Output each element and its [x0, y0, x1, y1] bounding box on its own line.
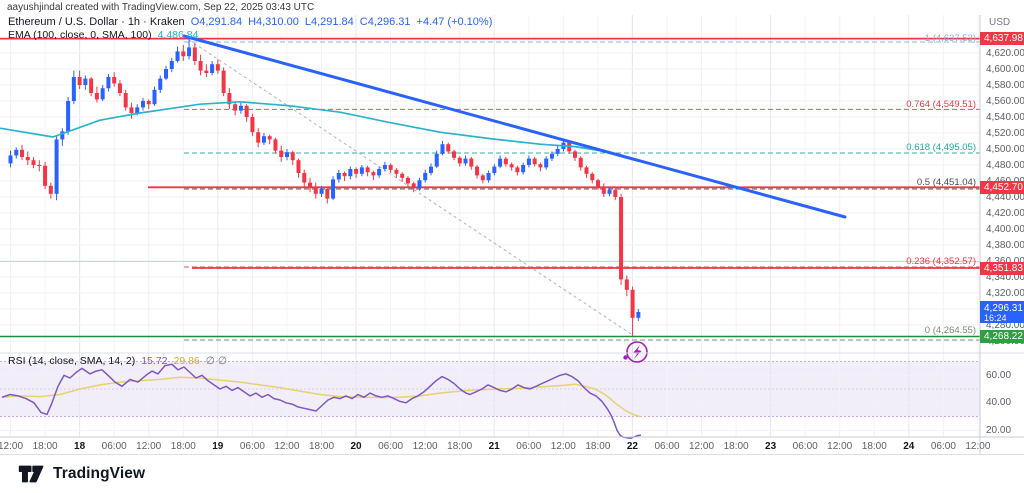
trendline-drawing[interactable] — [182, 34, 847, 219]
time-tick-label: 12:00 — [965, 441, 991, 452]
time-tick-label: 06:00 — [792, 441, 818, 452]
time-tick-label: 23 — [765, 441, 777, 452]
price-tick-label: 4,480.00 — [986, 159, 1024, 171]
time-tick-label: 18 — [74, 441, 86, 452]
time-tick-label: 19 — [212, 441, 224, 452]
price-tick-label: 4,500.00 — [986, 143, 1024, 155]
time-tick-label: 18:00 — [723, 441, 749, 452]
price-tag: 4,452.70 — [980, 180, 1024, 194]
price-change: +4.47 (+0.10%) — [416, 16, 493, 28]
time-tick-label: 18:00 — [585, 441, 611, 452]
tradingview-logo-icon[interactable] — [18, 464, 45, 484]
rsi-hidden-values: ∅ ∅ — [205, 355, 227, 367]
candlesticks[interactable] — [8, 39, 641, 337]
time-tick-label: 12:00 — [827, 441, 853, 452]
time-tick-label: 21 — [488, 441, 500, 452]
tradingview-wordmark[interactable]: TradingView — [53, 465, 146, 482]
price-tick-label: 4,620.00 — [986, 47, 1024, 59]
rsi-line[interactable] — [1, 363, 642, 439]
rsi-tick-label: 40.00 — [986, 397, 1012, 409]
time-tick-label: 18:00 — [308, 441, 335, 452]
time-tick-label: 06:00 — [516, 441, 542, 452]
price-tick-label: 4,580.00 — [986, 79, 1024, 91]
price-tick-label: 4,540.00 — [986, 111, 1024, 123]
price-tick-label: 4,420.00 — [986, 207, 1024, 219]
time-tick-label: 18:00 — [447, 441, 473, 452]
time-tick-label: 06:00 — [378, 441, 404, 452]
rsi-label[interactable]: RSI (14, close, SMA, 14, 2) — [8, 355, 136, 367]
ohlc-low: L4,291.84 — [304, 16, 354, 28]
price-tick-label: 4,360.00 — [986, 256, 1024, 267]
price-tick-label: 4,320.00 — [986, 287, 1024, 299]
price-tag: 4,296.31 16:24 — [980, 301, 1024, 323]
time-tick-label: 12:00 — [688, 441, 715, 452]
time-tick-label: 12:00 — [136, 441, 162, 452]
ohlc-close: C4,296.31 — [359, 16, 411, 28]
ohlc-open: O4,291.84 — [190, 16, 243, 28]
price-tick-label: 4,280.00 — [986, 319, 1024, 331]
price-axis[interactable]: USD 4,620.00 4,600.00 4,580.00 4,560.00 4,54… — [980, 0, 1024, 455]
watermark-text: aayushjindal created with TradingView.co… — [7, 2, 315, 13]
price-axis-currency[interactable]: USD — [989, 17, 1011, 28]
time-tick-label: 22 — [626, 441, 638, 452]
symbol-description[interactable]: Ethereum / U.S. Dollar · 1h · Kraken — [8, 16, 185, 28]
ema-line[interactable] — [0, 100, 639, 162]
price-tick-label: 4,400.00 — [986, 223, 1024, 235]
time-tick-label: 18:00 — [32, 441, 58, 452]
time-tick-label: 06:00 — [930, 441, 956, 452]
rsi-legend[interactable]: RSI (14, close, SMA, 14, 2) 15.72 29.86 … — [8, 355, 227, 367]
time-tick-label: 18:00 — [170, 441, 196, 452]
bar-countdown: 16:24 — [984, 313, 1007, 323]
rsi-ma-line[interactable] — [1, 376, 642, 418]
footer-bar: TradingView — [0, 455, 1024, 493]
time-axis[interactable]: 12:00 18:00 18 06:00 12:00 18:00 19 06:00 12:00 1… — [0, 437, 990, 455]
price-tick-label: 4,340.00 — [986, 271, 1024, 283]
price-tag: 4,351.83 — [980, 261, 1024, 275]
ema-label[interactable]: EMA (100, close, 0, SMA, 100) — [8, 29, 152, 41]
price-tick-label: 4,440.00 — [986, 191, 1024, 203]
time-tick-label: 06:00 — [239, 441, 265, 452]
lightning-sticker[interactable] — [623, 341, 648, 363]
time-tick-label: 06:00 — [101, 441, 127, 452]
price-tick-label: 4,560.00 — [986, 95, 1024, 107]
ema-legend[interactable]: EMA (100, close, 0, SMA, 100) 4,486.84 — [8, 29, 198, 41]
time-tick-label: 24 — [903, 441, 915, 452]
time-tick-label: 12:00 — [412, 441, 438, 452]
rsi-ma-value: 29.86 — [173, 355, 200, 367]
time-tick-label: 12:00 — [274, 441, 300, 452]
price-tick-label: 4,380.00 — [986, 239, 1024, 251]
rsi-value: 15.72 — [141, 355, 168, 367]
price-tick-label: 4,600.00 — [986, 63, 1024, 75]
time-tick-label: 12:00 — [550, 441, 576, 452]
time-tick-label: 18:00 — [861, 441, 887, 452]
ema-value: 4,486.84 — [157, 29, 199, 41]
time-tick-label: 06:00 — [654, 441, 680, 452]
fib-diagonal-line[interactable] — [188, 39, 635, 337]
rsi-tick-label: 20.00 — [986, 424, 1012, 436]
price-tag: 4,637.98 — [980, 32, 1024, 46]
time-tick-label: 20 — [350, 441, 362, 452]
price-chart-canvas[interactable] — [0, 0, 1024, 455]
rsi-tick-label: 60.00 — [986, 369, 1012, 381]
ohlc-high: H4,310.00 — [248, 16, 299, 28]
price-tick-label: 4,520.00 — [986, 127, 1024, 139]
price-tag: 4,268.22 — [980, 330, 1024, 343]
symbol-legend[interactable]: Ethereum / U.S. Dollar · 1h · Kraken O4,… — [8, 16, 492, 28]
time-tick-label: 12:00 — [0, 441, 24, 452]
